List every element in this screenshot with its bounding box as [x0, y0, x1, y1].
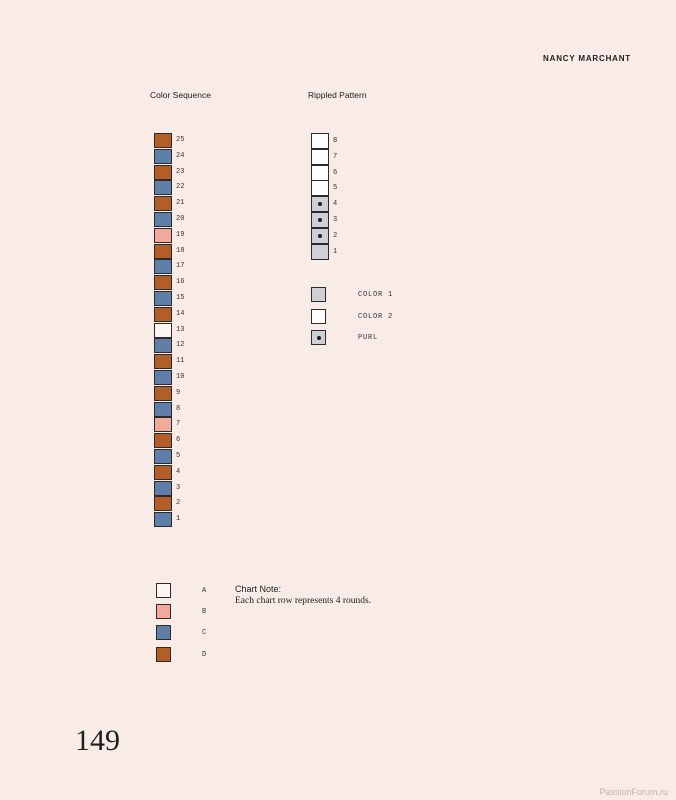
sequence-row-label: 4: [176, 467, 181, 476]
color-legend-label: B: [202, 608, 208, 617]
pattern-legend-swatch: [311, 287, 326, 302]
pattern-cell: [311, 196, 329, 213]
sequence-row-label: 15: [176, 294, 185, 302]
sequence-row-label: 8: [176, 404, 181, 413]
pattern-legend-label: COLOR 2: [358, 312, 394, 321]
sequence-cell: [154, 417, 172, 433]
sequence-cell: [154, 480, 172, 496]
sequence-cell: [154, 196, 172, 212]
sequence-row-label: 12: [176, 341, 185, 350]
pattern-cell: [311, 227, 329, 244]
sequence-cell: [154, 227, 172, 243]
sequence-cell: [154, 306, 172, 322]
purl-dot-icon: [318, 218, 322, 222]
color-legend-swatch: [156, 604, 171, 620]
pattern-row-label: 5: [333, 184, 338, 193]
sequence-row-label: 20: [176, 215, 185, 223]
sequence-row-label: 21: [176, 199, 185, 208]
sequence-cell: [154, 148, 172, 164]
rippled-pattern-chart: 8 7 6 5 4 3 2 1: [311, 133, 371, 263]
color-legend-swatch: [156, 583, 171, 598]
pattern-cell: [311, 212, 329, 228]
pattern-row-label: 2: [333, 231, 338, 240]
color-legend-swatch: [156, 646, 171, 662]
sequence-row-label: 7: [176, 420, 181, 429]
sequence-cell: [154, 133, 172, 148]
sequence-row-label: 23: [176, 167, 185, 176]
color-legend-swatch: [156, 625, 171, 641]
pattern-cell: [311, 243, 329, 260]
color-sequence-title: Color Sequence: [150, 90, 211, 100]
pattern-cell: [311, 180, 329, 197]
chart-note-body: Each chart row represents 4 rounds.: [235, 596, 372, 606]
pattern-row-label: 7: [333, 152, 338, 161]
sequence-row-label: 22: [176, 183, 185, 192]
sequence-cell: [154, 370, 172, 385]
sequence-row-label: 25: [176, 136, 185, 144]
pattern-legend-label: COLOR 1: [358, 291, 394, 299]
sequence-row-label: 16: [176, 278, 185, 287]
sequence-row-label: 10: [176, 373, 185, 381]
pattern-row-label: 8: [333, 137, 338, 145]
sequence-row-label: 24: [176, 151, 185, 160]
pattern-cell: [311, 148, 329, 165]
sequence-cell: [154, 401, 172, 417]
sequence-cell: [154, 464, 172, 480]
sequence-row-label: 11: [176, 357, 185, 366]
sequence-cell: [154, 385, 172, 401]
pattern-row-label: 6: [333, 168, 338, 177]
pattern-legend-label: PURL: [358, 334, 379, 342]
sequence-row-label: 19: [176, 230, 185, 239]
sequence-row-label: 2: [176, 499, 181, 508]
rippled-pattern-title: Rippled Pattern: [308, 90, 367, 100]
color-legend-label: A: [202, 587, 208, 595]
sequence-cell: [154, 180, 172, 196]
pattern-row-label: 4: [333, 200, 338, 209]
sequence-cell: [154, 512, 172, 528]
pattern-legend-swatch: [311, 330, 326, 345]
sequence-cell: [154, 275, 172, 291]
purl-dot-icon: [316, 335, 321, 340]
pattern-legend-swatch: [311, 308, 326, 324]
sequence-cell: [154, 449, 172, 464]
sequence-row-label: 3: [176, 483, 181, 492]
sequence-row-label: 6: [176, 436, 181, 445]
sequence-row-label: 9: [176, 388, 181, 397]
sequence-cell: [154, 496, 172, 512]
color-sequence-chart: 25 24 23 22 21 20 19 18 17 16 15 14 13 12 11 10 9 8 7 6 5 4 3 2…: [154, 133, 214, 528]
sequence-cell: [154, 259, 172, 275]
sequence-row-label: 13: [176, 325, 185, 334]
sequence-cell: [154, 338, 172, 354]
sequence-cell: [154, 243, 172, 259]
sequence-row-label: 5: [176, 452, 181, 460]
sequence-cell: [154, 164, 172, 180]
chart-note-title: Chart Note:: [235, 584, 282, 594]
purl-dot-icon: [318, 233, 322, 238]
sequence-row-label: 1: [176, 515, 181, 524]
color-legend-label: D: [202, 650, 208, 659]
sequence-cell: [154, 354, 172, 370]
pattern-row-label: 1: [333, 247, 338, 256]
watermark: PassionForum.ru: [599, 787, 668, 797]
sequence-cell: [154, 433, 172, 449]
pattern-cell: [311, 164, 329, 181]
purl-dot-icon: [318, 202, 322, 207]
pattern-row-label: 3: [333, 216, 338, 224]
sequence-row-label: 14: [176, 309, 185, 318]
author-header: NANCY MARCHANT: [543, 54, 631, 63]
page-number: 149: [75, 724, 120, 757]
sequence-cell: [154, 322, 172, 338]
pattern-cell: [311, 133, 329, 149]
sequence-row-label: 18: [176, 246, 185, 255]
sequence-cell: [154, 212, 172, 227]
color-legend-label: C: [202, 629, 208, 638]
sequence-cell: [154, 291, 172, 306]
sequence-row-label: 17: [176, 262, 185, 271]
